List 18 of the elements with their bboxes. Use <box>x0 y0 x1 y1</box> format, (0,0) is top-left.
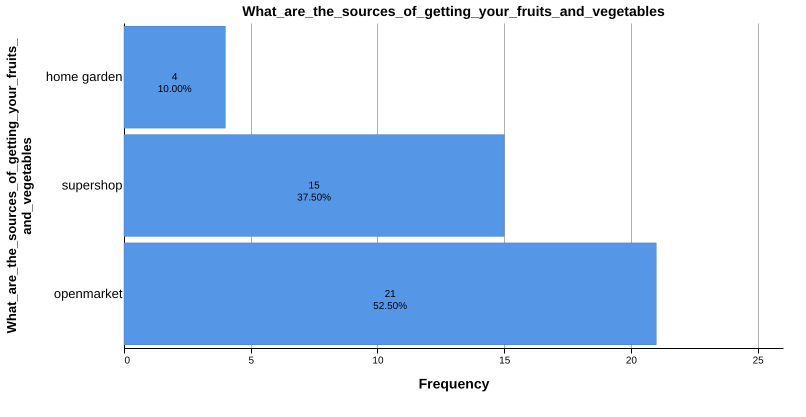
x-tick-label: 15 <box>499 356 511 366</box>
bar <box>124 242 657 345</box>
bar <box>124 26 226 128</box>
y-tick-label: home garden <box>46 69 122 84</box>
bar <box>124 134 504 237</box>
x-tick-label: 0 <box>124 356 130 366</box>
chart-title: What_are_the_sources_of_getting_your_fruits_and_vegetables <box>242 3 665 19</box>
data-label: 4 10.00% <box>158 72 192 96</box>
x-axis-title: Frequency <box>418 376 490 392</box>
y-tick-label: openmarket <box>54 286 123 301</box>
x-tick-label: 20 <box>626 356 638 366</box>
data-label: 21 52.50% <box>373 288 408 312</box>
y-tick-label: supershop <box>62 178 122 192</box>
y-axis-title: What_are_the_sources_of_getting_your_fruits_ and_vegetables <box>4 38 34 334</box>
data-label: 15 37.50% <box>297 180 332 204</box>
x-tick-label: 10 <box>372 356 384 366</box>
x-tick-label: 25 <box>752 356 764 366</box>
x-tick-label: 5 <box>248 356 254 366</box>
